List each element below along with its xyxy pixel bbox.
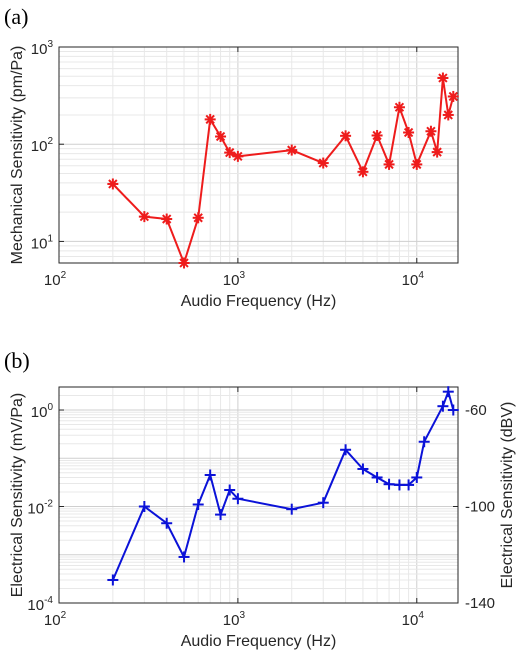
data-point-marker (425, 125, 437, 137)
panel-b-x-axis-label: Audio Frequency (Hz) (181, 633, 337, 650)
data-point-marker (204, 469, 216, 481)
panel-a-ticks (58, 46, 418, 263)
panel-a-series (107, 72, 459, 269)
x-tick-label: 102 (44, 270, 67, 289)
data-point-marker (411, 471, 423, 483)
data-point-marker (138, 211, 150, 223)
right-y-tick-label: -140 (465, 595, 495, 612)
y-tick-label: 100 (31, 402, 54, 421)
y-tick-label: 10-4 (27, 595, 53, 614)
series-line (111, 390, 455, 581)
data-point-marker (178, 551, 190, 563)
panel-b-series (107, 386, 459, 586)
right-y-tick-label: -60 (465, 402, 487, 419)
right-y-tick-label: -100 (465, 499, 495, 516)
data-point-marker (204, 113, 216, 125)
panel-b-x-tick-labels: 102 103 104 (44, 610, 424, 629)
data-point-marker (447, 90, 459, 102)
panel-a-x-axis-label: Audio Frequency (Hz) (181, 293, 337, 310)
panel-a-x-tick-labels: 102 103 104 (44, 270, 424, 289)
data-point-marker (286, 144, 298, 156)
data-point-marker (161, 213, 173, 225)
data-point-marker (403, 479, 415, 491)
data-point-marker (357, 463, 369, 475)
data-point-marker (317, 157, 329, 169)
data-point-marker (192, 212, 204, 224)
data-point-marker (161, 517, 173, 529)
y-tick-label: 101 (31, 233, 54, 252)
data-point-marker (340, 130, 352, 142)
panel-a-y-tick-labels: 101 102 103 (31, 39, 54, 252)
data-point-marker (411, 158, 423, 170)
x-tick-label: 103 (223, 270, 246, 289)
data-point-marker (317, 497, 329, 509)
data-point-marker (232, 150, 244, 162)
data-point-marker (224, 147, 236, 159)
data-point-marker (340, 444, 352, 456)
panel-b-right-y-tick-labels: -140 -100 -60 (465, 402, 495, 612)
data-point-marker (431, 146, 443, 158)
data-point-marker (418, 436, 430, 448)
panel-a-axes-box (58, 46, 459, 264)
panel-b-y-axis-label: Electrical Sensitivity (mV/Pa) (9, 393, 26, 598)
panel-b-electrical-sensitivity-chart: (b) 102 103 104 10-4 10-2 100 -140 -100 -60 Au… (4, 348, 516, 650)
data-point-marker (107, 178, 119, 190)
panel-b-axes-box (58, 386, 459, 604)
data-point-marker (107, 574, 119, 586)
y-tick-label: 10-2 (27, 499, 53, 518)
x-tick-label: 104 (402, 270, 425, 289)
panel-b-right-y-axis-label: Electrical Sensitivity (dBV) (499, 402, 516, 589)
y-tick-label: 102 (31, 136, 54, 155)
panel-a-y-axis-label: Mechanical Sensitivity (pm/Pa) (9, 46, 26, 265)
data-point-marker (437, 72, 449, 84)
y-tick-label: 103 (31, 39, 54, 58)
data-point-marker (447, 404, 459, 416)
data-point-marker (442, 109, 454, 121)
data-point-marker (286, 503, 298, 515)
x-tick-label: 102 (44, 610, 67, 629)
data-point-marker (371, 471, 383, 483)
panel-a-label: (a) (4, 4, 28, 29)
panel-b-label: (b) (4, 348, 30, 373)
panel-b-gridlines (58, 386, 458, 604)
data-point-marker (215, 509, 227, 521)
panel-a-mechanical-sensitivity-chart: (a) 102 103 104 101 102 103 Audio Frequency … (4, 4, 459, 310)
data-point-marker (442, 386, 454, 398)
data-point-marker (383, 158, 395, 170)
data-point-marker (192, 499, 204, 511)
data-point-marker (393, 101, 405, 113)
data-point-marker (232, 493, 244, 505)
data-point-marker (403, 126, 415, 138)
data-point-marker (224, 484, 236, 496)
data-point-marker (178, 257, 190, 269)
data-point-marker (437, 400, 449, 412)
data-point-marker (371, 129, 383, 141)
data-point-marker (383, 478, 395, 490)
data-point-marker (138, 501, 150, 513)
panel-b-y-tick-labels: 10-4 10-2 100 (27, 402, 53, 614)
data-point-marker (215, 131, 227, 143)
x-tick-label: 104 (402, 610, 425, 629)
data-point-marker (357, 166, 369, 178)
x-tick-label: 103 (223, 610, 246, 629)
